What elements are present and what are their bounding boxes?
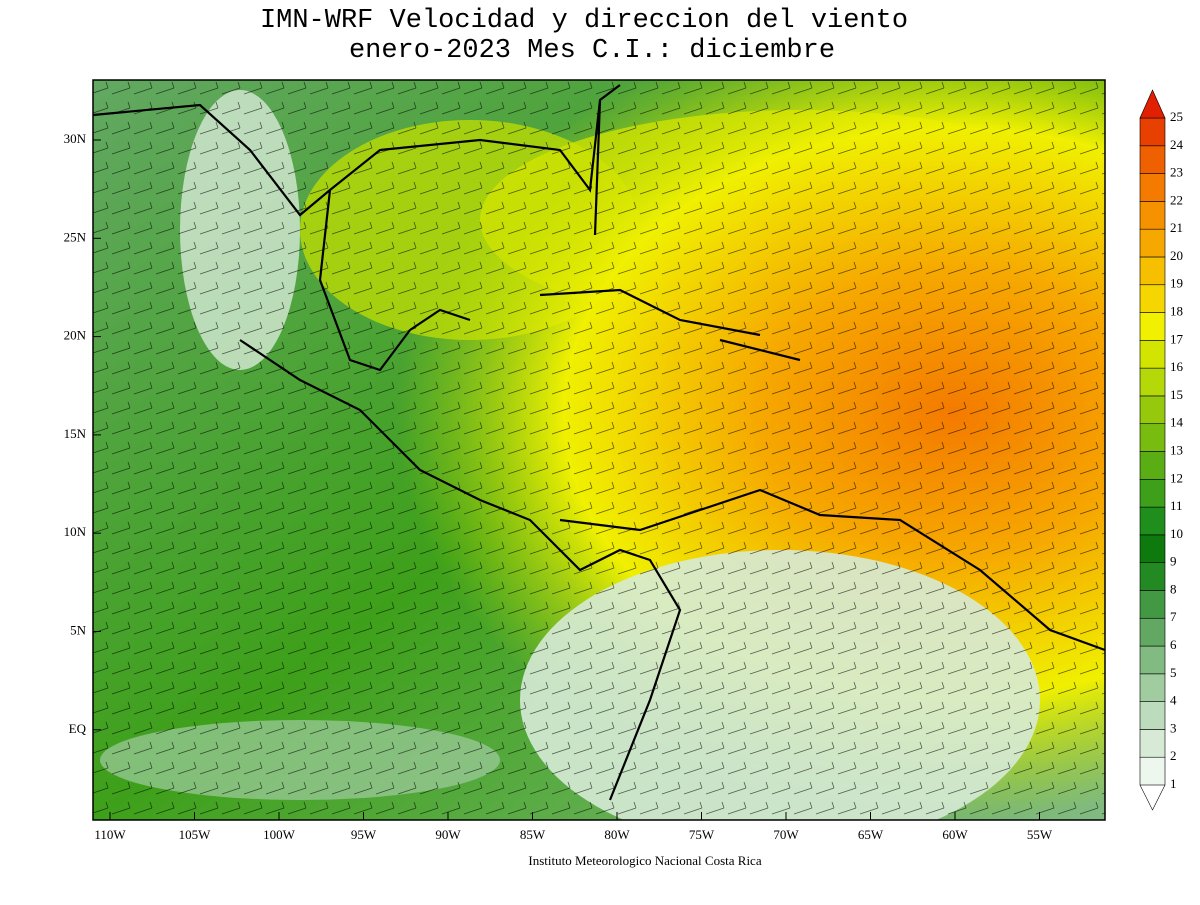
- colorbar-label: 5: [1170, 665, 1177, 680]
- lon-label: 90W: [435, 827, 461, 842]
- lon-label: 110W: [94, 827, 126, 842]
- colorbar-label: 1: [1170, 776, 1177, 791]
- colorbar-box: [1139, 645, 1166, 675]
- colorbar-box: [1139, 506, 1166, 536]
- lon-label: 100W: [263, 827, 296, 842]
- colorbar-label: 21: [1170, 220, 1183, 235]
- colorbar-box: [1139, 451, 1166, 480]
- colorbar-label: 3: [1170, 720, 1177, 735]
- colorbar-box: [1139, 534, 1166, 563]
- lon-label: 80W: [604, 827, 630, 842]
- lat-label: 25N: [64, 229, 87, 244]
- colorbar-label: 23: [1170, 165, 1183, 180]
- colorbar-label: 4: [1170, 693, 1177, 708]
- colorbar-box: [1139, 729, 1166, 758]
- colorbar-label: 15: [1170, 387, 1183, 402]
- colorbar-label: 11: [1170, 498, 1183, 513]
- lat-label: 10N: [64, 524, 87, 539]
- colorbar-box: [1139, 340, 1166, 369]
- colorbar-label: 17: [1170, 331, 1184, 346]
- lon-label: 85W: [520, 827, 546, 842]
- colorbar-box: [1139, 367, 1166, 397]
- colorbar-box: [1139, 117, 1166, 147]
- lon-label: 95W: [351, 827, 377, 842]
- map-frame: [92, 79, 1106, 821]
- colorbar-box: [1139, 284, 1166, 313]
- colorbar-label: 20: [1170, 248, 1183, 263]
- colorbar-label: 24: [1170, 137, 1184, 152]
- colorbar-label: 2: [1170, 748, 1177, 763]
- colorbar-box: [1139, 228, 1166, 258]
- colorbar-box: [1139, 562, 1166, 591]
- title-line: IMN-WRF Velocidad y direccion del viento: [260, 6, 908, 36]
- colorbar-box: [1139, 756, 1166, 786]
- lon-label: 55W: [1027, 827, 1053, 842]
- colorbar-arrow: [1139, 89, 1166, 119]
- colorbar-label: 7: [1170, 609, 1177, 624]
- colorbar-tail: [1139, 784, 1166, 811]
- colorbar-label: 14: [1170, 415, 1184, 430]
- colorbar-label: 6: [1170, 637, 1177, 652]
- colorbar-box: [1139, 173, 1166, 202]
- colorbar-label: 9: [1170, 554, 1177, 569]
- title-line: enero-2023 Mes C.I.: diciembre: [349, 36, 835, 66]
- colorbar-label: 8: [1170, 581, 1177, 596]
- lon-label: 75W: [689, 827, 715, 842]
- lat-label: EQ: [69, 721, 87, 736]
- lat-label: 30N: [64, 131, 87, 146]
- colorbar-label: 22: [1170, 192, 1183, 207]
- colorbar-label: 25: [1170, 109, 1183, 124]
- lat-label: 20N: [64, 328, 87, 343]
- colorbar-label: 19: [1170, 276, 1183, 291]
- colorbar-box: [1139, 617, 1166, 647]
- colorbar-label: 13: [1170, 442, 1183, 457]
- colorbar-box: [1139, 423, 1166, 452]
- colorbar-box: [1139, 145, 1166, 174]
- colorbar-box: [1139, 590, 1166, 619]
- colorbar-box: [1139, 701, 1166, 730]
- lon-label: 105W: [179, 827, 212, 842]
- colorbar-label: 18: [1170, 304, 1183, 319]
- colorbar-box: [1139, 395, 1166, 425]
- lon-label: 60W: [942, 827, 968, 842]
- colorbar-box: [1139, 201, 1166, 230]
- lon-label: 65W: [858, 827, 884, 842]
- lat-label: 15N: [64, 426, 87, 441]
- colorbar-label: 16: [1170, 359, 1184, 374]
- colorbar-label: 10: [1170, 526, 1183, 541]
- footer: Instituto Meteorologico Nacional Costa R…: [528, 853, 761, 868]
- lat-label: 5N: [70, 622, 87, 637]
- colorbar-box: [1139, 312, 1166, 341]
- lon-label: 70W: [773, 827, 799, 842]
- colorbar-box: [1139, 478, 1166, 508]
- map-field: [93, 80, 1105, 820]
- colorbar-label: 12: [1170, 470, 1183, 485]
- colorbar-box: [1139, 673, 1166, 702]
- colorbar-box: [1139, 256, 1166, 286]
